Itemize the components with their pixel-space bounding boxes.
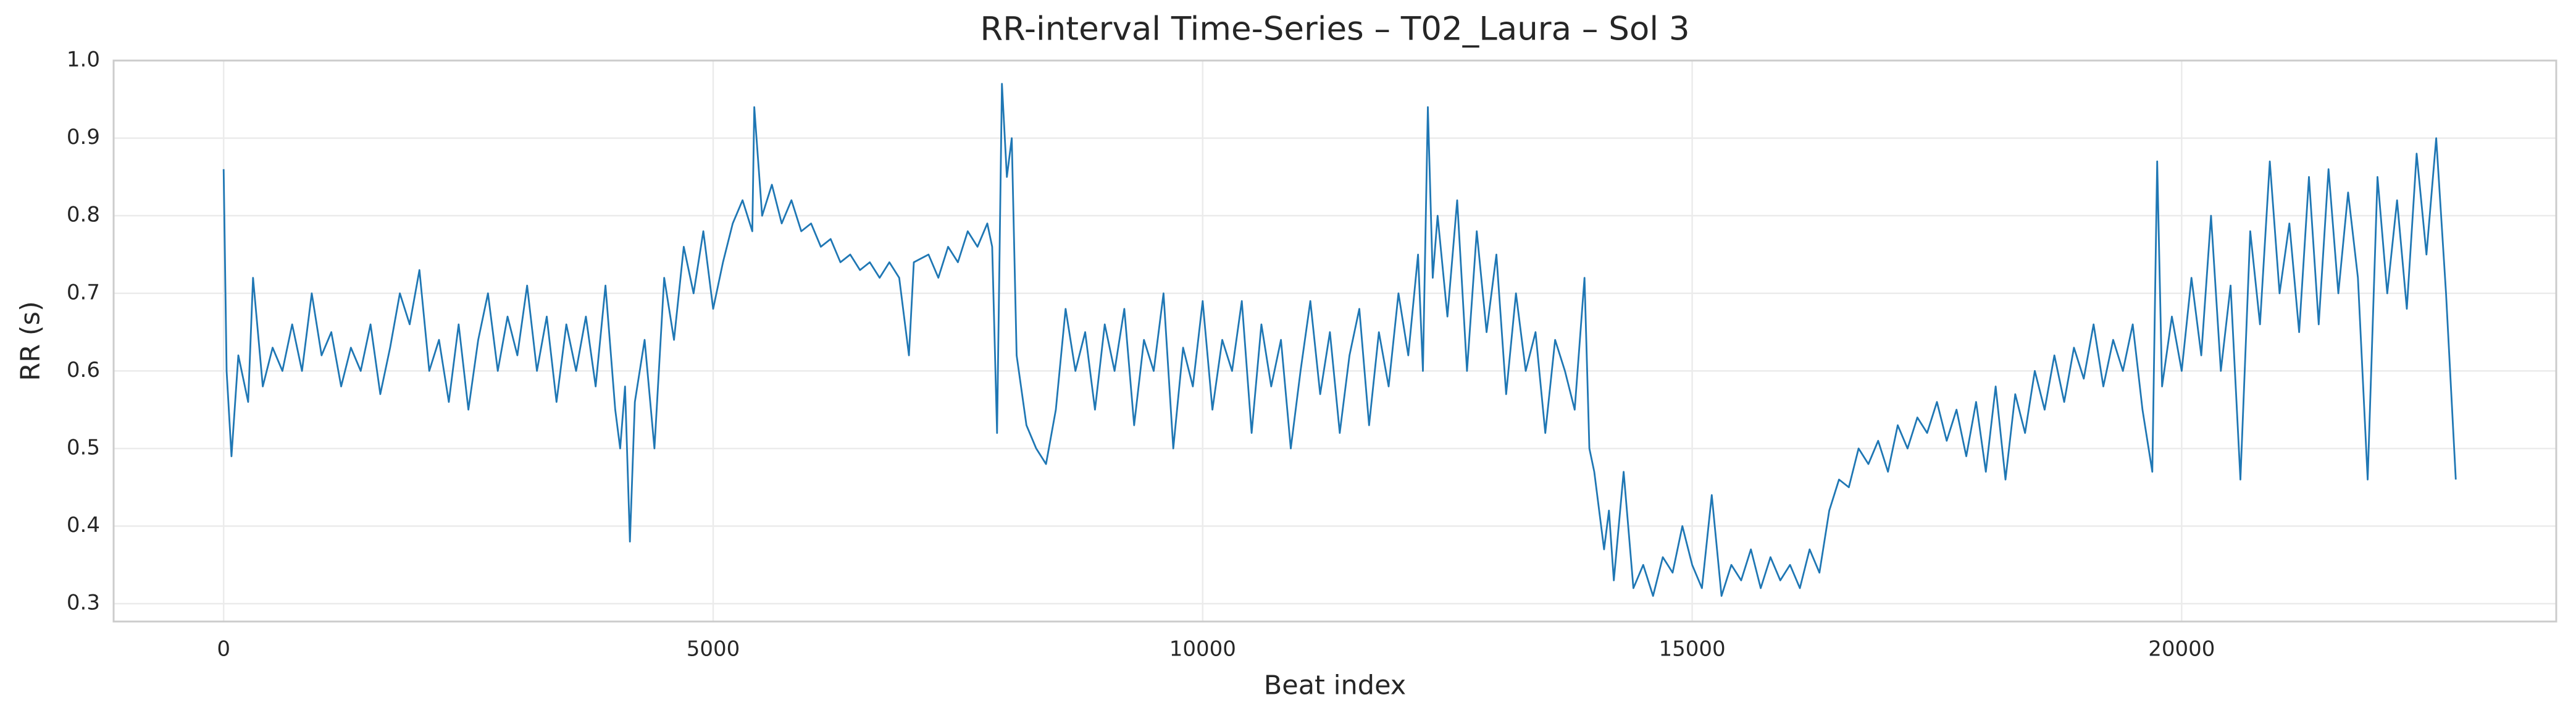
x-tick-label: 20000 (2148, 637, 2215, 662)
chart-title: RR-interval Time-Series – T02_Laura – So… (980, 11, 1689, 48)
y-tick-label: 0.3 (67, 591, 100, 615)
x-tick-label: 15000 (1658, 637, 1725, 662)
data-line (222, 83, 2457, 597)
x-tick-label: 0 (217, 637, 230, 662)
y-tick-label: 0.8 (67, 203, 100, 227)
x-tick-label: 5000 (687, 637, 740, 662)
x-tick-label: 10000 (1169, 637, 1236, 662)
y-tick-label: 0.4 (67, 513, 100, 538)
y-tick-label: 1.0 (67, 48, 100, 72)
y-tick-label: 0.9 (67, 125, 100, 150)
y-tick-label: 0.7 (67, 280, 100, 305)
y-tick-label: 0.5 (67, 435, 100, 460)
y-axis-label: RR (s) (15, 301, 46, 381)
plot-frame (112, 59, 2557, 623)
x-axis-label: Beat index (1264, 670, 1406, 701)
y-tick-label: 0.6 (67, 358, 100, 382)
